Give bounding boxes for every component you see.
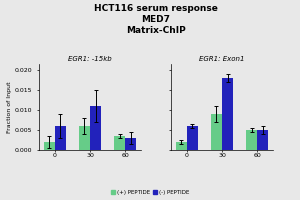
Y-axis label: Fraction of Input: Fraction of Input (7, 81, 12, 133)
Legend: (+) PEPTIDE, (-) PEPTIDE: (+) PEPTIDE, (-) PEPTIDE (109, 188, 191, 197)
Text: HCT116 serum response
MED7
Matrix-ChIP: HCT116 serum response MED7 Matrix-ChIP (94, 4, 218, 35)
Bar (125, 138, 136, 150)
Bar (176, 142, 187, 150)
Bar (222, 78, 233, 150)
Bar (114, 136, 125, 150)
Title: EGR1: Exon1: EGR1: Exon1 (199, 56, 245, 62)
Bar (55, 126, 66, 150)
Bar (187, 126, 198, 150)
Bar (79, 126, 90, 150)
Bar (246, 130, 257, 150)
Bar (211, 114, 222, 150)
Bar (44, 142, 55, 150)
Bar (90, 106, 101, 150)
Bar (257, 130, 269, 150)
Title: EGR1: -15kb: EGR1: -15kb (68, 56, 112, 62)
